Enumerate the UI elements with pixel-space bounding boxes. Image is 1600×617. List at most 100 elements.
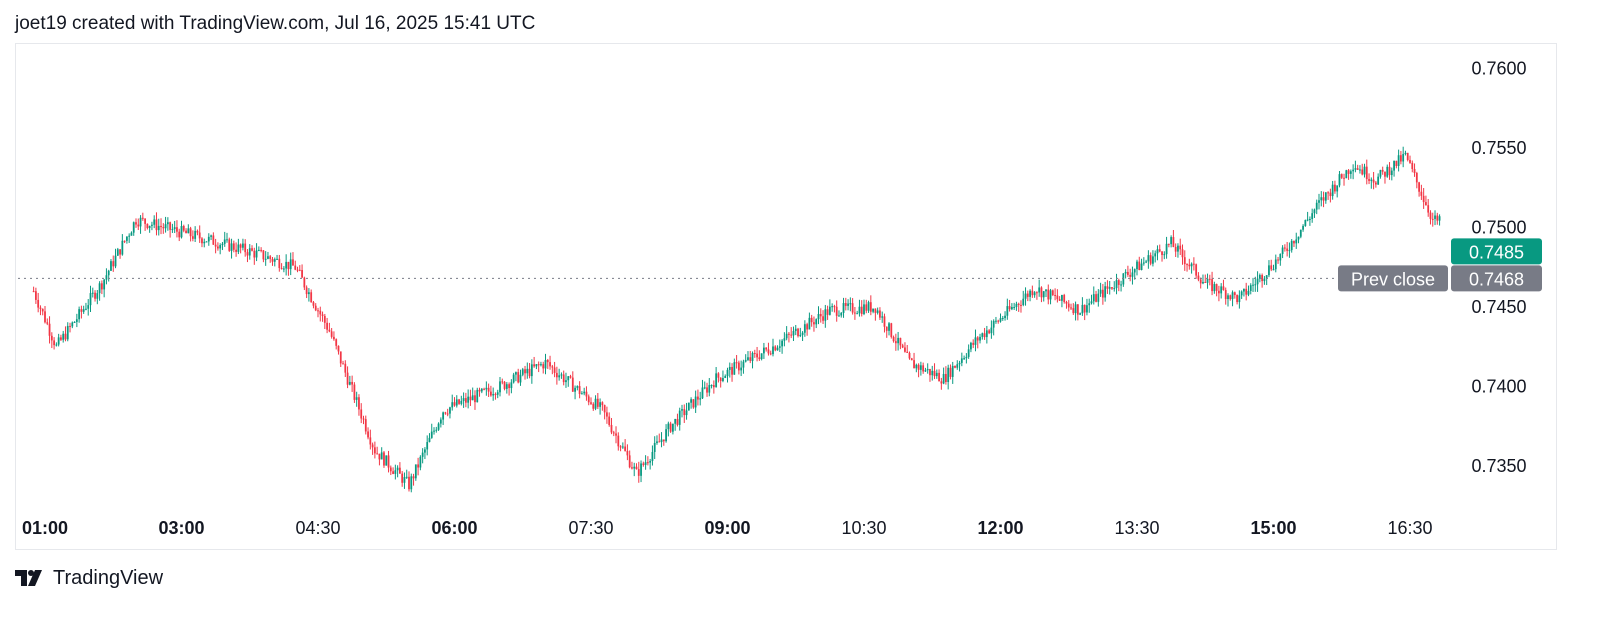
candle-body [1231,292,1234,300]
candle [66,322,69,342]
candle [1406,152,1409,162]
candle [1272,264,1275,271]
candle-body [749,357,752,361]
candle [353,382,356,403]
candle-body [1095,294,1097,302]
candle [769,350,772,356]
candle [783,332,786,347]
candle-body [1274,259,1277,270]
candle-body [894,341,897,344]
candle [435,426,438,433]
candle [701,379,704,400]
candle [979,333,981,344]
candle-body [1327,192,1329,194]
candle-body [166,222,169,225]
candle-body [251,248,253,251]
candle [1215,283,1218,297]
candle-body [1279,253,1282,261]
candle-body [992,320,995,328]
candle [831,303,834,312]
candle-body [890,323,893,337]
candle [1054,288,1056,301]
candle [856,310,859,315]
candle [164,216,167,233]
candle [303,276,306,291]
candle-body [439,419,442,424]
candle [492,387,495,401]
chart-frame[interactable] [15,43,1557,550]
candle-body [1374,182,1377,185]
candle-body [1199,279,1202,284]
candle [628,450,631,469]
candle [262,249,265,263]
candle-body [412,476,415,479]
candle-body [71,322,74,327]
candle-body [676,418,679,425]
candle-body [528,368,531,377]
candle [1183,250,1186,271]
candle-body [1202,281,1204,284]
candle [1152,250,1154,267]
candle [1020,300,1022,313]
candle-body [1167,243,1170,245]
candle-body [1190,263,1193,267]
candle-body [715,373,718,388]
candle [601,401,604,411]
candle [1368,173,1370,185]
candle [851,298,854,315]
candle [938,369,940,382]
candle [1349,169,1352,179]
candle-body [553,367,556,373]
candle [567,375,570,387]
candle-body [214,244,217,247]
candle [1115,273,1118,295]
candle-body [945,373,947,382]
candle-body [182,226,185,231]
candle-body [601,402,604,406]
candle-body [1076,304,1079,315]
candle-body [358,397,360,410]
candle-body [1072,308,1075,314]
candle [560,372,563,379]
candle-body [694,396,697,408]
candle-body [1229,295,1232,300]
candle [1065,300,1068,309]
candle [141,212,144,221]
candle-body [64,333,67,340]
candle [544,353,547,375]
candle-body [137,224,140,227]
candle-body [499,381,501,393]
candle [217,242,219,251]
candle [348,375,351,386]
candle-body [292,259,294,266]
candle [847,299,849,311]
candle [1202,274,1204,285]
candle [719,377,722,388]
candle-body [1147,255,1150,262]
candle-body [867,302,870,311]
candle [328,322,331,333]
candle [767,342,770,356]
candle-body [1438,216,1441,221]
candle-body [1268,265,1270,276]
price-labels: 0.7485 Prev close 0.7468 [1338,238,1542,292]
candle [1331,180,1334,200]
candle [608,412,611,427]
candle-body [687,402,690,411]
candle [358,394,360,416]
candle-body [633,466,636,469]
candle [1413,163,1416,177]
candle [1140,258,1143,271]
candle-body [1286,248,1289,251]
candle [367,427,369,440]
candle [835,300,838,322]
candle-body [326,322,328,330]
candle [708,378,711,397]
candle-body [1161,251,1163,255]
candle-body [1065,301,1068,304]
candle-body [735,362,738,364]
candle-body [521,369,524,375]
candle [824,304,827,328]
candle [78,306,81,323]
